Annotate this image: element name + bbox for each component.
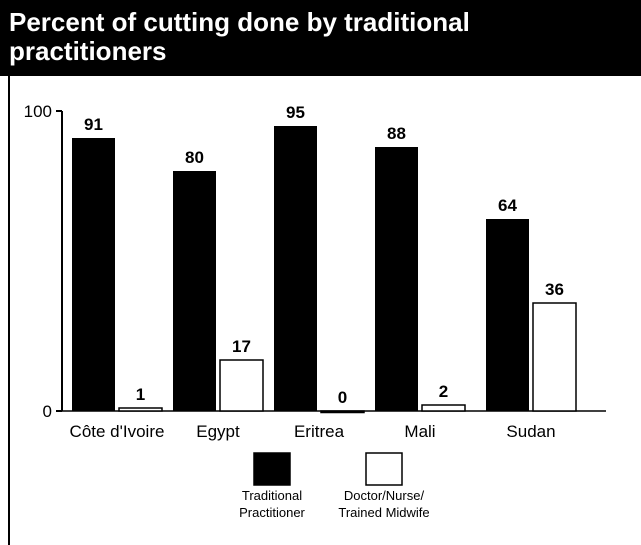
data-label-traditional-3: 88 [387, 124, 406, 143]
bar-medical-0 [118, 407, 163, 412]
bar-medical-1 [219, 359, 264, 412]
data-label-traditional-0: 91 [84, 115, 103, 134]
chart-title: Percent of cutting done by traditional p… [9, 7, 470, 66]
bar-layer [72, 126, 577, 414]
label-layer: 91 1 Côte d'Ivoire 80 17 Egypt 95 0 Eritrea 88 2 Ma… [70, 103, 564, 441]
legend-layer: Traditional Practitioner Doctor/Nurse/Trai… [239, 452, 430, 520]
frame-left-border [8, 76, 10, 545]
legend-label-0-line2: Practitioner [239, 505, 305, 520]
data-label-traditional-2: 95 [286, 103, 305, 122]
legend-label-1-line2: Trained Midwife [338, 505, 429, 520]
legend-swatch-0 [253, 452, 291, 486]
y-tick-label-0: 0 [43, 402, 52, 421]
data-label-medical-2: 0 [338, 388, 347, 407]
data-label-medical-0: 1 [136, 385, 145, 404]
bar-medical-4 [532, 302, 577, 412]
bar-traditional-4 [486, 219, 529, 411]
data-label-medical-1: 17 [232, 337, 251, 356]
data-label-medical-4: 36 [545, 280, 564, 299]
legend-swatch-1 [365, 452, 403, 486]
data-label-traditional-4: 64 [498, 196, 517, 215]
legend-label-0-line1: Traditional [242, 488, 302, 503]
category-label-4: Sudan [506, 422, 555, 441]
bar-traditional-1 [173, 171, 216, 411]
category-label-1: Egypt [196, 422, 240, 441]
category-label-0: Côte d'Ivoire [70, 422, 165, 441]
chart-title-bar: Percent of cutting done by traditional p… [0, 0, 641, 76]
bar-traditional-2 [274, 126, 317, 411]
y-tick-label-100: 100 [24, 102, 52, 121]
category-label-2: Eritrea [294, 422, 345, 441]
category-label-3: Mali [404, 422, 435, 441]
bar-traditional-0 [72, 138, 115, 411]
bar-traditional-3 [375, 147, 418, 411]
legend-label-1-line1: Doctor/Nurse/ [344, 488, 425, 503]
bar-medical-2 [320, 410, 365, 414]
bar-medical-3 [421, 404, 466, 412]
data-label-medical-3: 2 [439, 382, 448, 401]
data-label-traditional-1: 80 [185, 148, 204, 167]
